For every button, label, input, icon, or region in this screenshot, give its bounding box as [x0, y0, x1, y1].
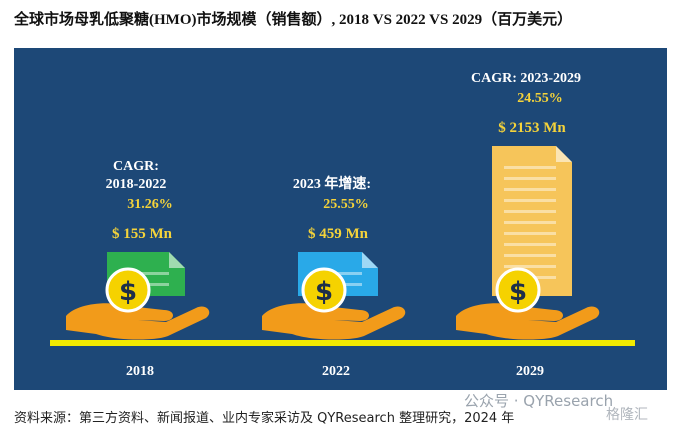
category-label-2022: 2022	[322, 364, 350, 379]
document-fold	[362, 252, 378, 268]
hand-coin-icon: $	[66, 267, 210, 340]
hand-coin-icon: $	[262, 267, 406, 340]
growth-label-2029: CAGR: 2023-2029	[471, 71, 581, 86]
market-size-chart: $2018 $ 155 Mn 31.26% CAGR: 2018-2022 $2022 $ …	[50, 71, 635, 379]
document-line	[504, 188, 556, 191]
page-title: 全球市场母乳低聚糖(HMO)市场规模（销售额）, 2018 VS 2022 VS…	[14, 12, 573, 28]
hand-coin-icon: $	[456, 267, 600, 340]
document-line	[504, 243, 556, 246]
document-line	[504, 265, 556, 268]
category-label-2029: 2029	[516, 364, 544, 379]
dollar-icon: $	[119, 277, 137, 307]
document-line	[504, 221, 556, 224]
watermark-text: 公众号 · QYResearch	[464, 392, 614, 410]
hand-shape	[66, 303, 210, 340]
hand-shape	[456, 303, 600, 340]
coin-shape	[301, 267, 347, 313]
document-line	[504, 199, 556, 202]
hand-shape	[262, 303, 406, 340]
source-note: 资料来源：第三方资料、新闻报道、业内专家采访及 QYResearch 整理研究，…	[14, 411, 515, 426]
growth-value-2018: 31.26%	[127, 197, 173, 212]
document-line	[504, 254, 556, 257]
dollar-icon: $	[315, 277, 333, 307]
value-label-2022: $ 459 Mn	[308, 226, 369, 242]
value-label-2018: $ 155 Mn	[112, 226, 173, 242]
document-fold	[169, 252, 185, 268]
category-label-2018: 2018	[126, 364, 154, 379]
growth-value-2029: 24.55%	[517, 91, 563, 106]
watermark-badge: 格隆汇	[606, 407, 648, 423]
document-line	[504, 210, 556, 213]
coin-shape	[105, 267, 151, 313]
coin-shape	[495, 267, 541, 313]
document-bar	[492, 146, 572, 296]
growth-label-2022: 2023 年增速:	[293, 175, 371, 192]
baseline	[50, 340, 635, 346]
growth-label-2018: 2018-2022	[106, 177, 167, 192]
document-fold	[556, 146, 572, 162]
document-line	[504, 166, 556, 169]
value-label-2029: $ 2153 Mn	[498, 120, 566, 136]
growth-value-2022: 25.55%	[323, 197, 369, 212]
growth-label-2018: CAGR:	[113, 159, 159, 174]
document-line	[504, 177, 556, 180]
document-line	[504, 232, 556, 235]
chart-panel: $2018 $ 155 Mn 31.26% CAGR: 2018-2022 $2022 $ …	[14, 48, 667, 390]
document-line	[119, 272, 169, 275]
bar-2029	[492, 146, 572, 296]
dollar-icon: $	[509, 277, 527, 307]
